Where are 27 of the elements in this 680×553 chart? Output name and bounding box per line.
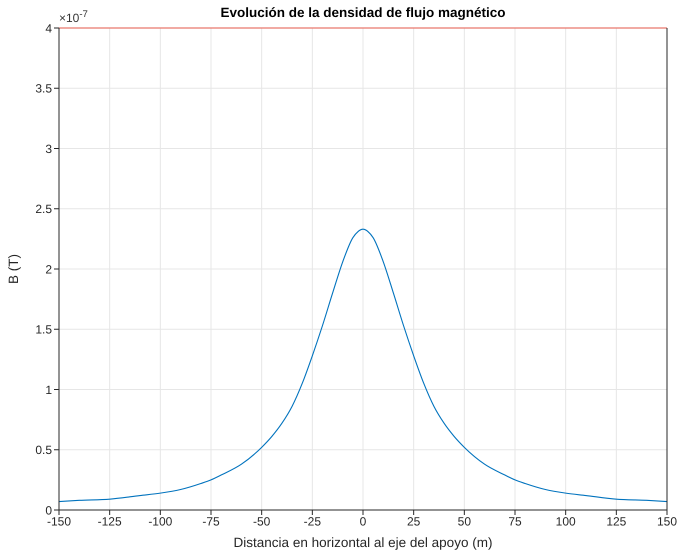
y-tick-label: 3.5 <box>35 82 52 96</box>
x-tick-label: 75 <box>508 514 522 529</box>
x-axis-title: Distancia en horizontal al eje del apoyo (m) <box>234 535 492 550</box>
chart-title: Evolución de la densidad de flujo magnético <box>220 5 506 20</box>
x-tick-label: 50 <box>458 514 472 529</box>
line-series <box>59 228 667 502</box>
y-tick-label: 1 <box>45 382 52 397</box>
x-tick-label: -75 <box>202 514 220 529</box>
y-tick-label: 2 <box>45 262 52 276</box>
x-tick-label: 150 <box>656 514 678 529</box>
x-tick-label: -50 <box>252 514 271 529</box>
x-tick-label: -100 <box>148 514 173 529</box>
y-tick-label: 1.5 <box>35 322 52 337</box>
x-tick-label: 100 <box>556 514 576 529</box>
y-tick-label: 0.5 <box>35 443 52 458</box>
y-tick-label: 0 <box>45 503 52 518</box>
y-tick-label: 4 <box>45 21 52 36</box>
x-tick-label: 25 <box>406 514 421 529</box>
y-tick-label: 2.5 <box>35 202 52 216</box>
x-tick-label: -150 <box>46 514 72 529</box>
text: ×10$^{-7}$ <box>59 8 88 25</box>
y-tick-label: 3 <box>45 142 52 156</box>
x-tick-label: 0 <box>360 514 367 529</box>
y-axis-title: B (T) <box>6 254 21 284</box>
x-tick-label: 125 <box>606 514 627 529</box>
x-tick-label: -25 <box>304 514 322 529</box>
x-tick-label: -125 <box>98 514 122 529</box>
